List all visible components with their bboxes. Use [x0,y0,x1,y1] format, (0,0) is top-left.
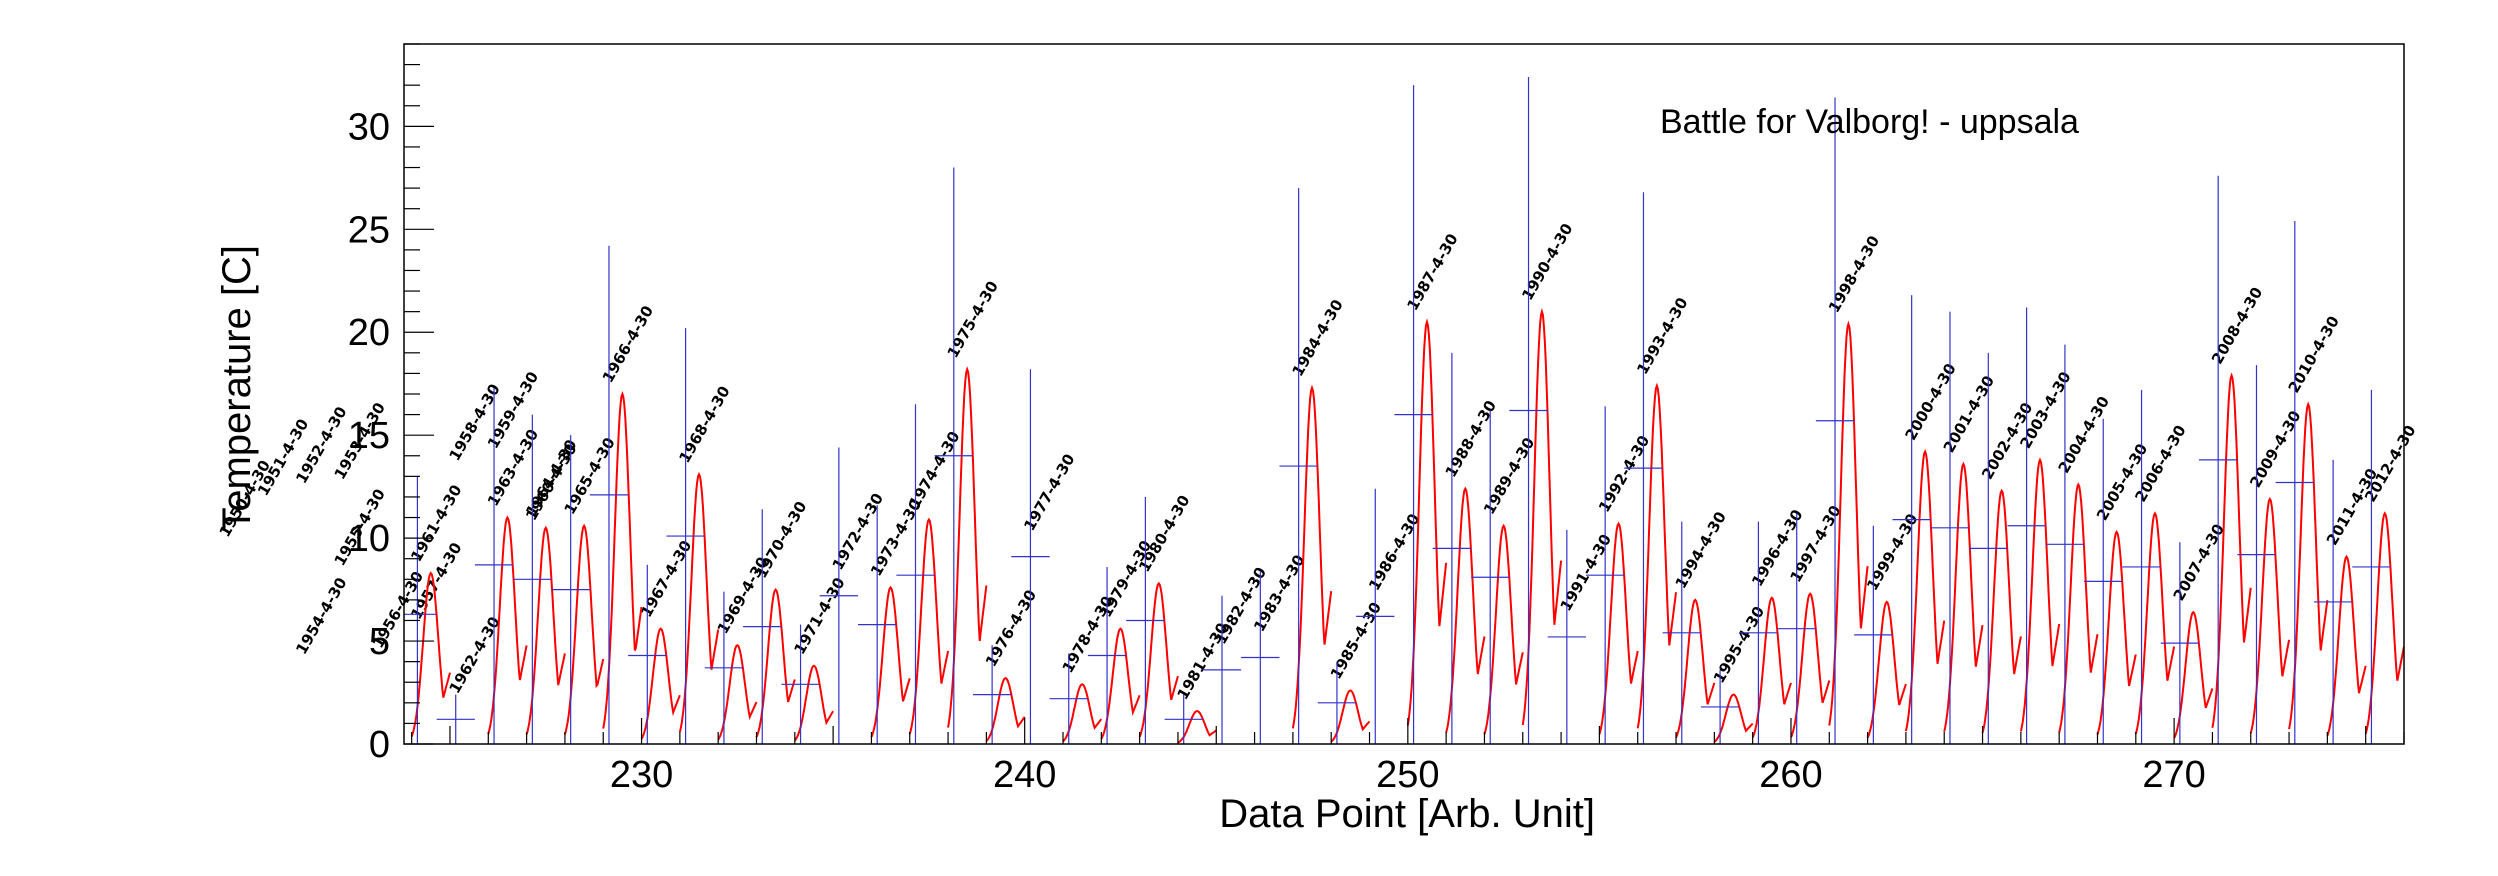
curve-2012-4-30 [2364,511,2404,735]
date-label-1995-4-30: 1995-4-30 [1710,603,1768,686]
y-tick-label: 0 [369,724,390,766]
y-tick-label: 25 [348,209,390,251]
chart-title: Battle for Valborg! - uppsala [1660,103,2079,141]
axis-layer: 0 5 10 15 20 25 30 230 240 250 260 270 [348,43,2405,796]
y-tick-label: 20 [348,312,390,354]
x-tick-label: 270 [2142,754,2205,796]
curve-1973-4-30 [870,585,911,738]
curve-1980-4-30 [1138,581,1179,738]
date-label-1993-4-30: 1993-4-30 [1633,294,1691,377]
curve-1988-4-30 [1445,486,1486,734]
date-label-1990-4-30: 1990-4-30 [1518,220,1576,303]
curve-2009-4-30 [2249,496,2291,734]
curve-1970-4-30 [755,587,796,738]
curve-1975-4-30 [947,366,988,728]
date-label-1998-4-30: 1998-4-30 [1825,233,1883,316]
date-label-2008-4-30: 2008-4-30 [2208,284,2266,367]
curve-1965-4-30 [563,523,605,735]
curve-1993-4-30 [1636,382,1677,729]
curve-1969-4-30 [717,643,758,741]
curve-1985-4-30 [1330,689,1371,743]
date-label-2009-4-30: 2009-4-30 [2246,408,2304,491]
date-label-1991-4-30: 1991-4-30 [1557,531,1615,614]
date-label-1985-4-30: 1985-4-30 [1327,599,1385,682]
curve-1963-4-30 [487,515,528,735]
y-tick-label: 10 [348,518,390,560]
y-tick-label: 15 [348,415,390,457]
date-label-1989-4-30: 1989-4-30 [1480,434,1538,517]
x-tick-label: 230 [610,754,673,796]
curve-1966-4-30 [602,390,643,729]
curve-1996-4-30 [1751,596,1792,738]
marker-layer [404,76,2391,744]
curve-1976-4-30 [985,676,1026,742]
curve-1971-4-30 [794,664,834,742]
date-label-1994-4-30: 1994-4-30 [1672,509,1730,592]
curve-1964-4-30 [525,525,566,735]
y-axis-title: Temperature [C] [215,245,259,532]
curve-1995-4-30 [1713,693,1754,743]
curve-1961-4-30 [410,571,451,737]
date-label-1984-4-30: 1984-4-30 [1288,296,1346,379]
y-tick-label: 5 [369,621,390,663]
x-tick-label: 250 [1376,754,1439,796]
x-tick-label: 260 [1759,754,1822,796]
curve-1987-4-30 [1406,318,1448,726]
curve-2004-4-30 [2058,482,2099,733]
date-label-2010-4-30: 2010-4-30 [2285,313,2343,396]
y-tick-label: 30 [348,106,390,148]
curve-2007-4-30 [2173,610,2214,739]
date-label-1977-4-30: 1977-4-30 [1020,451,1078,534]
curve-2008-4-30 [2211,372,2252,728]
x-axis-title: Data Point [Arb. Unit] [1219,792,1595,836]
date-label-1968-4-30: 1968-4-30 [675,383,733,466]
date-label-1970-4-30: 1970-4-30 [752,498,810,581]
curve-2010-4-30 [2288,401,2329,730]
curve-1992-4-30 [1598,521,1639,735]
curve-1997-4-30 [1790,592,1831,738]
date-label-1992-4-30: 1992-4-30 [1595,432,1653,515]
curve-1974-4-30 [908,517,950,735]
date-label-1967-4-30: 1967-4-30 [637,537,695,620]
curve-1984-4-30 [1291,384,1333,729]
date-label-2012-4-30: 2012-4-30 [2361,422,2419,505]
date-label-1983-4-30: 1983-4-30 [1250,552,1308,635]
curve-2003-4-30 [2019,457,2061,732]
date-label-1974-4-30: 1974-4-30 [905,428,963,511]
date-label-1987-4-30: 1987-4-30 [1403,231,1461,314]
date-label-1988-4-30: 1988-4-30 [1442,397,1500,480]
date-label-2004-4-30: 2004-4-30 [2055,393,2113,476]
date-label-1999-4-30: 1999-4-30 [1863,511,1921,594]
curve-1999-4-30 [1866,600,1907,739]
plot-frame [403,43,2405,745]
curve-1967-4-30 [640,627,681,740]
curve-1978-4-30 [1062,683,1103,743]
curve-1979-4-30 [1100,627,1141,740]
curve-1998-4-30 [1828,320,1869,726]
curve-2000-4-30 [1904,448,1946,732]
date-label-1975-4-30: 1975-4-30 [944,278,1002,361]
x-tick-label: 240 [993,754,1056,796]
date-label-1980-4-30: 1980-4-30 [1135,492,1193,575]
date-label-1954-4-30: 1954-4-30 [292,574,350,657]
curve-1989-4-30 [1483,523,1524,735]
curve-2002-4-30 [1981,488,2022,734]
curve-1994-4-30 [1675,598,1716,739]
curve-2001-4-30 [1943,461,1984,732]
date-label-1986-4-30: 1986-4-30 [1365,511,1423,594]
date-label-1976-4-30: 1976-4-30 [982,587,1040,670]
date-label-1971-4-30: 1971-4-30 [790,574,848,657]
curve-2006-4-30 [2134,511,2176,735]
date-label-1966-4-30: 1966-4-30 [599,303,657,386]
date-label-2007-4-30: 2007-4-30 [2170,521,2228,604]
curve-2005-4-30 [2096,529,2137,735]
curve-1981-4-30 [1177,710,1217,744]
curve-1990-4-30 [1521,307,1563,726]
curve-2011-4-30 [2326,554,2367,737]
